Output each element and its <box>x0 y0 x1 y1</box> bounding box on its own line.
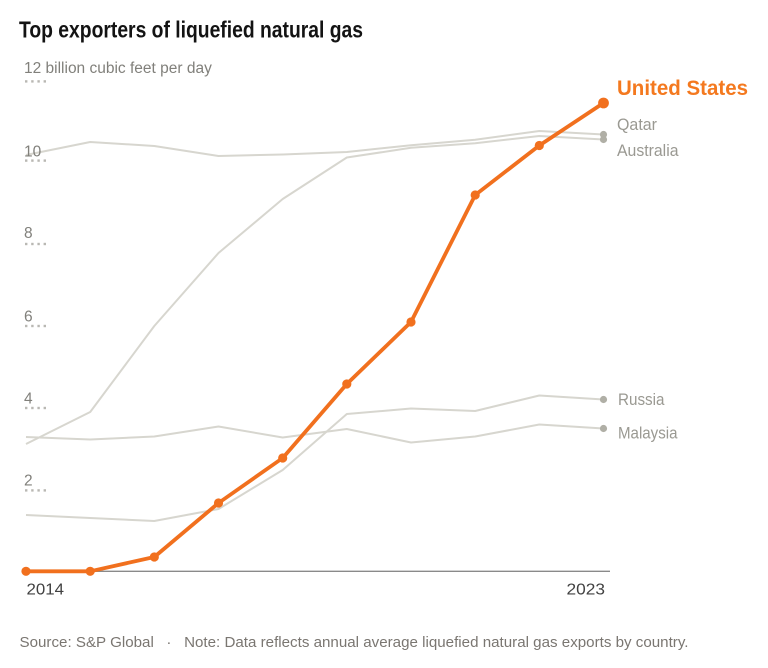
svg-text:4: 4 <box>24 391 33 408</box>
svg-text:8: 8 <box>24 225 33 242</box>
svg-text:2014: 2014 <box>27 582 65 599</box>
svg-text:Australia: Australia <box>617 141 679 160</box>
svg-text:Malaysia: Malaysia <box>618 424 678 443</box>
svg-text:United States: United States <box>617 77 748 100</box>
svg-text:Russia: Russia <box>618 390 665 409</box>
svg-text:Source: S&P Global · Note:: Source: S&P Global · Note: Data reflects… <box>20 635 689 651</box>
svg-text:2023: 2023 <box>567 582 606 599</box>
svg-text:Top exporters of liquefied nat: Top exporters of liquefied natural gas <box>19 17 363 43</box>
svg-text:2: 2 <box>24 473 33 490</box>
svg-text:Qatar: Qatar <box>617 115 657 134</box>
svg-text:12 billion cubic feet per day: 12 billion cubic feet per day <box>24 60 212 77</box>
svg-text:10: 10 <box>24 144 42 161</box>
svg-text:6: 6 <box>24 309 33 326</box>
